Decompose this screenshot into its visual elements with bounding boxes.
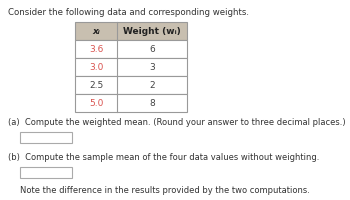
- Text: Note the difference in the results provided by the two computations.: Note the difference in the results provi…: [20, 186, 310, 195]
- Text: 3.0: 3.0: [89, 62, 103, 72]
- Text: 5.0: 5.0: [89, 98, 103, 108]
- Text: Consider the following data and corresponding weights.: Consider the following data and correspo…: [8, 8, 249, 17]
- Bar: [75, 76, 187, 94]
- Text: 2.5: 2.5: [89, 80, 103, 90]
- Bar: [20, 167, 72, 178]
- Bar: [75, 58, 187, 76]
- Text: xᵢ: xᵢ: [92, 26, 100, 36]
- Bar: [75, 94, 187, 112]
- Bar: [75, 40, 187, 58]
- Bar: [20, 132, 72, 143]
- Text: Weight (wᵢ): Weight (wᵢ): [123, 26, 181, 36]
- Text: 3: 3: [149, 62, 155, 72]
- Text: (a)  Compute the weighted mean. (Round your answer to three decimal places.): (a) Compute the weighted mean. (Round yo…: [8, 118, 346, 127]
- Text: 2: 2: [149, 80, 155, 90]
- Text: 8: 8: [149, 98, 155, 108]
- Text: 6: 6: [149, 45, 155, 53]
- Text: 3.6: 3.6: [89, 45, 103, 53]
- Bar: [75, 22, 187, 40]
- Text: (b)  Compute the sample mean of the four data values without weighting.: (b) Compute the sample mean of the four …: [8, 153, 319, 162]
